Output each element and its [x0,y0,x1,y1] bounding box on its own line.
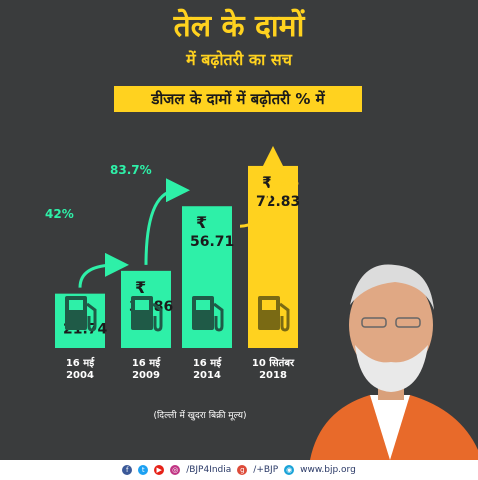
page-title: तेल के दामों [173,9,305,44]
fuel-pump-hose [279,302,290,332]
fuel-pump-window [135,300,149,310]
increase-arrow [239,145,285,228]
increase-arrow [78,252,129,288]
instagram-icon[interactable]: ◎ [170,465,181,475]
page-subtitle: में बढ़ोतरी का सच [186,50,292,69]
facebook-icon[interactable]: f [122,465,133,475]
x-tick-label: 2009 [132,370,160,381]
leader-photo [310,264,478,460]
increase-arrow [144,178,190,265]
x-tick-label: 16 मई [132,356,161,369]
fuel-pump-hose [152,302,163,332]
x-tick-label: 2018 [259,370,287,381]
twitter-icon[interactable]: t [138,465,149,475]
bar-value-label: 72.83 [256,194,300,210]
x-tick-label: 16 मई [193,356,222,369]
increase-label: 42% [45,207,74,221]
fuel-pump-window [262,300,276,310]
bar-value-label: 56.71 [190,234,234,250]
increase-label: 83.7% [110,163,152,177]
x-tick-label: 2004 [66,370,94,381]
footer-bar: f t ▶ ◎ /BJP4India g /+BJP ◉ www.bjp.org [0,460,478,480]
fuel-pump-hose [213,302,224,332]
x-tick-label: 2014 [193,370,221,381]
footer-handle[interactable]: /BJP4India [186,465,232,475]
chart-footnote: (दिल्ली में खुदरा बिक्री मूल्य) [153,411,247,421]
rupee-icon: ₹ [196,213,207,232]
increase-label: 28% [270,175,299,189]
x-tick-label: 10 सितंबर [252,356,295,369]
chart-banner: डीजल के दामों में बढ़ोतरी % में [114,86,362,112]
youtube-icon[interactable]: ▶ [154,465,165,475]
fuel-pump-window [69,300,83,310]
footer-website[interactable]: www.bjp.org [300,465,356,475]
fuel-pump-hose [86,302,97,332]
rupee-icon: ₹ [262,173,273,192]
rupee-icon: ₹ [135,278,146,297]
x-tick-label: 16 मई [66,356,95,369]
fuel-pump-window [196,300,210,310]
footer-gplus[interactable]: /+BJP [253,465,279,475]
globe-icon[interactable]: ◉ [284,465,295,475]
google-plus-icon[interactable]: g [237,465,248,475]
